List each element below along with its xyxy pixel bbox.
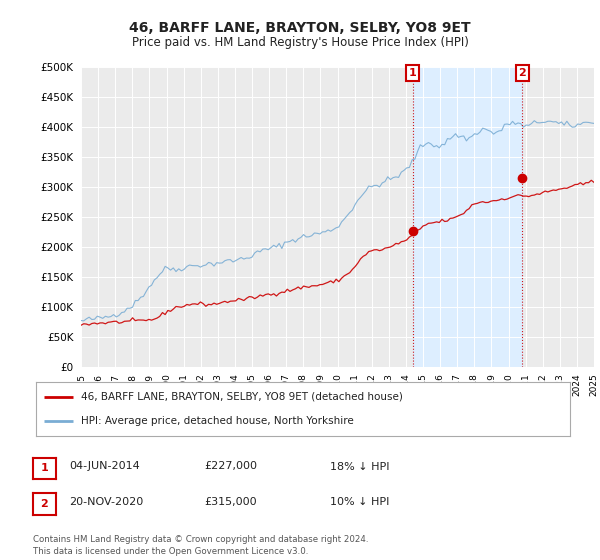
Text: 2: 2 <box>518 68 526 78</box>
Text: £227,000: £227,000 <box>204 461 257 472</box>
Text: 1: 1 <box>409 68 416 78</box>
Text: 46, BARFF LANE, BRAYTON, SELBY, YO8 9ET: 46, BARFF LANE, BRAYTON, SELBY, YO8 9ET <box>129 21 471 35</box>
Text: £315,000: £315,000 <box>204 497 257 507</box>
Text: 18% ↓ HPI: 18% ↓ HPI <box>330 461 389 472</box>
Text: Price paid vs. HM Land Registry's House Price Index (HPI): Price paid vs. HM Land Registry's House … <box>131 36 469 49</box>
Text: HPI: Average price, detached house, North Yorkshire: HPI: Average price, detached house, Nort… <box>82 416 354 426</box>
Text: Contains HM Land Registry data © Crown copyright and database right 2024.
This d: Contains HM Land Registry data © Crown c… <box>33 535 368 556</box>
Bar <box>413 67 522 367</box>
Text: 10% ↓ HPI: 10% ↓ HPI <box>330 497 389 507</box>
Text: 1: 1 <box>41 463 48 473</box>
Text: 04-JUN-2014: 04-JUN-2014 <box>69 461 140 472</box>
Text: 2: 2 <box>41 499 48 509</box>
Text: 20-NOV-2020: 20-NOV-2020 <box>69 497 143 507</box>
Text: 46, BARFF LANE, BRAYTON, SELBY, YO8 9ET (detached house): 46, BARFF LANE, BRAYTON, SELBY, YO8 9ET … <box>82 392 403 402</box>
